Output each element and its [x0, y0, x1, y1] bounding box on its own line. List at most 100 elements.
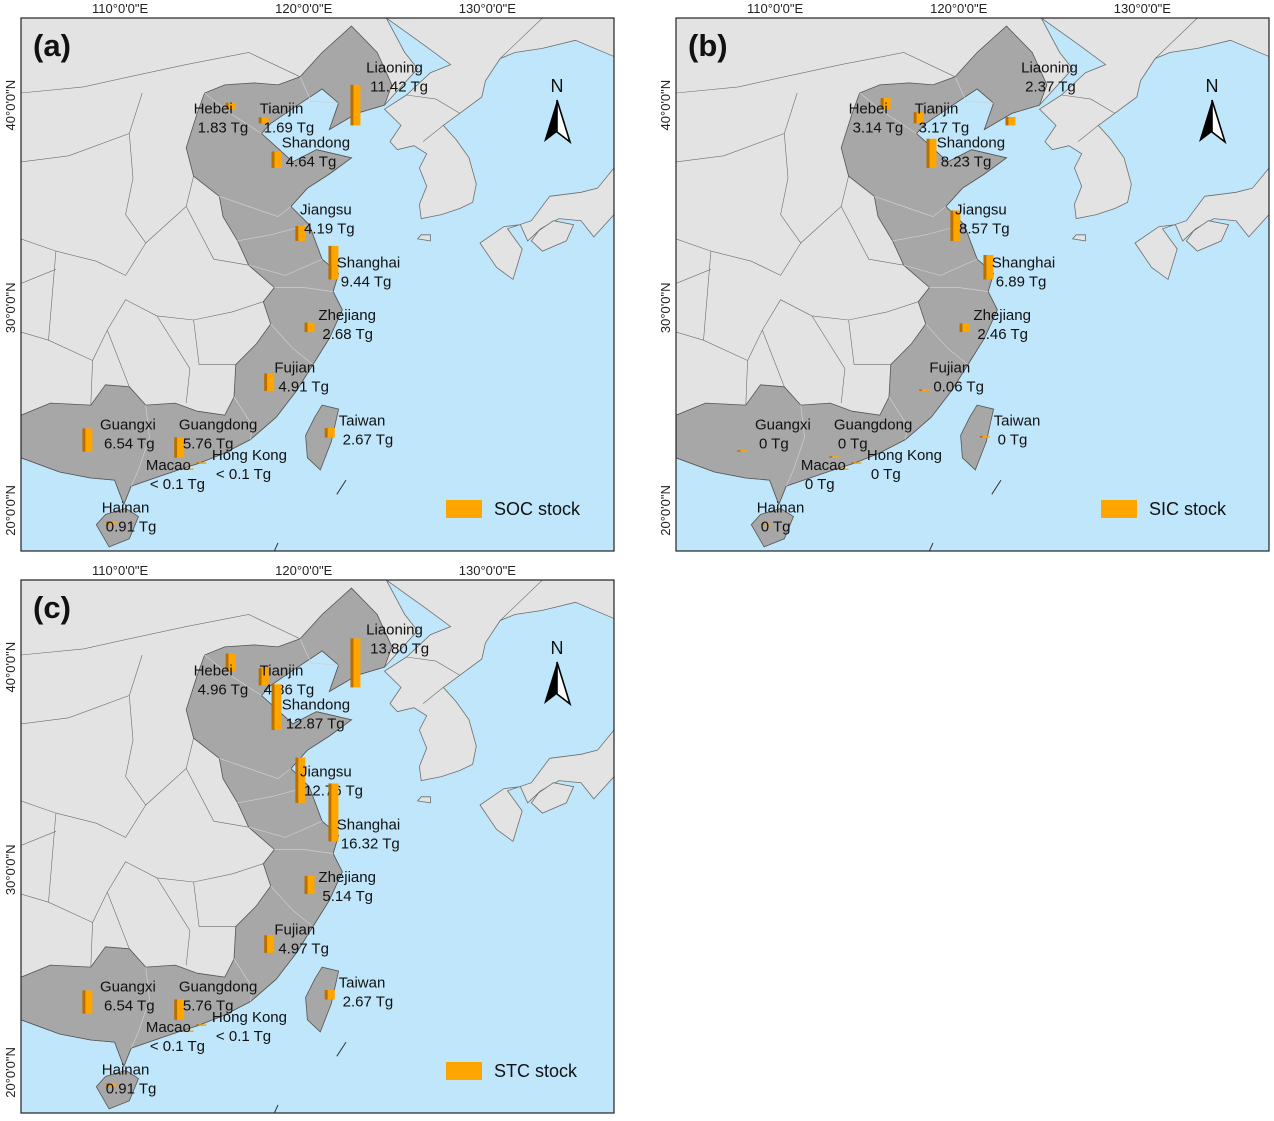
province-name: Taiwan — [339, 412, 386, 429]
bar — [331, 783, 339, 842]
province-shandong: Shandong 12.87 Tg — [271, 684, 350, 733]
bar-shade — [913, 112, 917, 124]
province-name: Guangdong — [834, 416, 912, 433]
north-arrow-right — [556, 661, 572, 707]
bar-shade — [737, 450, 741, 452]
bar — [261, 117, 269, 124]
bar-shade — [295, 226, 299, 241]
province-name: Tianjin — [260, 100, 304, 117]
province-shanghai: Shanghai 6.89 Tg — [983, 254, 1055, 290]
province-name: Jiangsu — [300, 202, 352, 219]
north-label: N — [551, 638, 564, 658]
province-name: Shanghai — [337, 816, 400, 833]
bar — [199, 462, 207, 464]
province-value: 2.46 Tg — [977, 326, 1028, 343]
bar — [186, 1030, 194, 1032]
lon-label: 130°0'0"E — [1114, 1, 1171, 16]
bar-shade — [264, 373, 268, 391]
province-value: 5.76 Tg — [183, 435, 234, 452]
lon-label: 130°0'0"E — [459, 1, 516, 16]
province-name: Shanghai — [992, 254, 1055, 271]
province-border — [676, 269, 712, 284]
province-border — [48, 251, 57, 341]
bar-shade — [174, 437, 178, 458]
bar-shade — [258, 117, 262, 124]
province-value: 2.67 Tg — [343, 993, 394, 1010]
bar — [274, 151, 282, 168]
bar-shade — [271, 151, 275, 168]
province-border — [21, 238, 147, 276]
province-name: Liaoning — [366, 60, 423, 77]
north-arrow-icon: N — [1199, 76, 1227, 145]
province-value: 0 Tg — [871, 466, 901, 483]
province-value: 0.91 Tg — [106, 518, 157, 535]
province-tianjin: Tianjin 3.17 Tg — [913, 100, 969, 136]
bar — [929, 138, 937, 168]
bar-shade — [851, 462, 855, 464]
province-guangxi: Guangxi 6.54 Tg — [82, 416, 156, 452]
lat-label: 40°0'0"N — [3, 80, 18, 131]
province-name: Hebei — [194, 100, 233, 117]
bar — [922, 389, 930, 391]
province-value: 4.19 Tg — [304, 221, 355, 238]
province-border — [90, 299, 264, 406]
study-area-taiwan — [305, 966, 340, 1033]
province-shanghai: Shanghai 9.44 Tg — [328, 245, 400, 290]
province-name: Guangxi — [100, 416, 156, 433]
bar — [353, 84, 361, 126]
province-jiangsu: Jiangsu 4.19 Tg — [295, 202, 355, 241]
lat-label: 40°0'0"N — [658, 80, 673, 131]
province-border — [21, 269, 57, 284]
bar — [307, 322, 315, 333]
bar — [177, 999, 185, 1020]
province-border-inner — [130, 967, 150, 1049]
province-value: 0 Tg — [761, 518, 791, 535]
province-name: Macao — [801, 457, 846, 474]
island-line — [336, 479, 347, 495]
map-frame — [20, 579, 615, 1114]
bar — [331, 245, 339, 280]
land-jeju — [1071, 234, 1086, 242]
north-arrow-left — [1199, 100, 1212, 142]
province-border-inner — [219, 195, 292, 217]
lon-label: 130°0'0"E — [459, 563, 516, 578]
bar — [883, 98, 891, 110]
bar — [261, 668, 269, 686]
province-guangxi: Guangxi 0 Tg — [737, 416, 811, 452]
bar-shade — [304, 875, 308, 895]
province-hong-kong: Hong Kong < 0.1 Tg — [196, 1009, 287, 1045]
province-name: Hebei — [194, 662, 233, 679]
bar — [274, 684, 282, 730]
bar — [298, 757, 306, 803]
province-border-inner — [925, 323, 969, 365]
lat-label: 20°0'0"N — [3, 485, 18, 536]
province-name: Guangdong — [179, 978, 257, 995]
lon-label: 120°0'0"E — [275, 563, 332, 578]
lat-label: 20°0'0"N — [3, 1047, 18, 1098]
land-korea-russia — [383, 580, 614, 782]
land-jeju — [416, 796, 431, 804]
study-area-hainan — [95, 507, 139, 548]
map-canvas: 110°0'0"E 120°0'0"E 130°0'0"E 40°0'0"N 30°0'… — [3, 1, 615, 552]
province-name: Jiangsu — [300, 764, 352, 781]
bar-shade — [174, 999, 178, 1020]
province-name: Shandong — [937, 135, 1005, 152]
province-hainan: Hainan 0 Tg — [757, 499, 805, 535]
province-value: 11.42 Tg — [370, 79, 428, 96]
province-value: 2.67 Tg — [343, 431, 394, 448]
province-border-inner — [204, 654, 262, 696]
bar-shade — [838, 468, 842, 470]
province-border — [1077, 125, 1099, 142]
province-value: 8.57 Tg — [959, 221, 1010, 238]
bar — [986, 254, 994, 280]
province-border — [21, 831, 57, 846]
lat-label: 40°0'0"N — [3, 642, 18, 693]
province-value: 0 Tg — [759, 435, 789, 452]
province-name: Jiangsu — [955, 202, 1007, 219]
province-fujian: Fujian 4.97 Tg — [264, 922, 329, 958]
province-fujian: Fujian 0.06 Tg — [919, 360, 984, 396]
bar-shade — [225, 653, 229, 672]
study-area-hainan — [750, 507, 794, 548]
province-value: 13.80 Tg — [370, 641, 429, 658]
province-name: Zhejiang — [318, 869, 376, 886]
